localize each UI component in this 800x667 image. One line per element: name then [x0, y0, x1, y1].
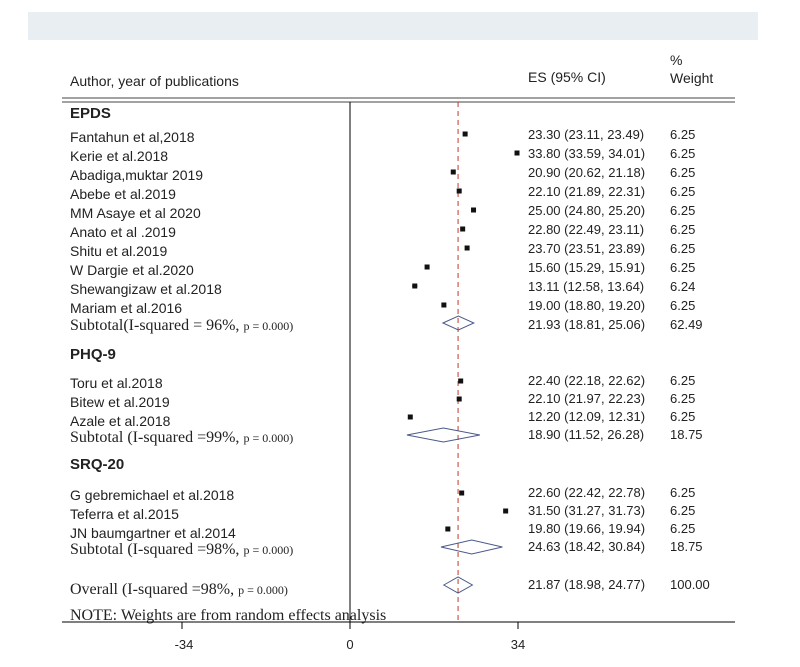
weight-value: 6.25 — [670, 203, 696, 218]
point-estimate — [514, 150, 520, 156]
weight-value: 6.25 — [670, 222, 696, 237]
es-value: 23.30 (23.11, 23.49) — [528, 127, 645, 142]
subtotal-diamond — [441, 315, 476, 331]
weight-percent-header: % — [670, 52, 683, 68]
subtotal-label: Subtotal (I-squared =98%, p = 0.000) — [70, 541, 294, 558]
es-value: 12.20 (12.09, 12.31) — [528, 409, 646, 424]
es-value: 22.10 (21.89, 22.31) — [528, 184, 646, 199]
point-estimate — [445, 526, 451, 532]
subtotal-diamond — [440, 539, 503, 555]
study-label: Bitew et al.2019 — [70, 394, 170, 410]
point-estimate — [441, 302, 447, 308]
subtotal-label: Subtotal(I-squared = 96%, p = 0.000) — [70, 317, 294, 334]
es-value: 22.40 (22.18, 22.62) — [528, 373, 646, 388]
x-tick-label: 34 — [510, 637, 526, 652]
point-estimate — [471, 207, 477, 213]
x-tick-label: -34 — [174, 637, 194, 652]
weight-value: 6.25 — [670, 391, 696, 406]
study-label: Fantahun et al,2018 — [70, 129, 195, 145]
es-value: 22.10 (21.97, 22.23) — [528, 391, 646, 406]
subtotal-weight-value: 18.75 — [670, 539, 703, 554]
footnote: NOTE: Weights are from random effects an… — [70, 607, 387, 624]
es-value: 33.80 (33.59, 34.01) — [528, 146, 646, 161]
study-label: G gebremichael et al.2018 — [70, 487, 235, 503]
overall-es-value: 21.87 (18.98, 24.77) — [528, 577, 646, 592]
study-label: Shitu et al.2019 — [70, 243, 168, 259]
weight-value: 6.25 — [670, 298, 696, 313]
subtotal-diamond — [406, 427, 480, 443]
weight-value: 6.25 — [670, 485, 696, 500]
weight-value: 6.25 — [670, 184, 696, 199]
study-label: Abadiga,muktar 2019 — [70, 167, 204, 183]
subtotal-weight-value: 62.49 — [670, 317, 703, 332]
es-value: 22.60 (22.42, 22.78) — [528, 485, 646, 500]
es-value: 15.60 (15.29, 15.91) — [528, 260, 646, 275]
author-column-header: Author, year of publications — [70, 73, 239, 89]
top-banner — [28, 12, 758, 40]
subtotal-label: Subtotal (I-squared =99%, p = 0.000) — [70, 429, 294, 446]
es-value: 13.11 (12.58, 13.64) — [528, 279, 645, 294]
es-value: 23.70 (23.51, 23.89) — [528, 241, 646, 256]
point-estimate — [407, 414, 413, 420]
weight-value: 6.25 — [670, 409, 696, 424]
weight-value: 6.25 — [670, 521, 696, 536]
study-label: Kerie et al.2018 — [70, 148, 169, 164]
es-value: 31.50 (31.27, 31.73) — [528, 503, 646, 518]
weight-column-header: Weight — [670, 70, 714, 86]
point-estimate — [459, 490, 465, 496]
point-estimate — [412, 283, 418, 289]
weight-value: 6.25 — [670, 146, 696, 161]
weight-value: 6.25 — [670, 373, 696, 388]
subtotal-weight-value: 18.75 — [670, 427, 703, 442]
weight-value: 6.25 — [670, 260, 696, 275]
point-estimate — [450, 169, 456, 175]
study-label: Toru et al.2018 — [70, 375, 163, 391]
overall-diamond — [442, 576, 474, 594]
x-tick-label: 0 — [346, 637, 354, 652]
point-estimate — [456, 188, 462, 194]
weight-value: 6.25 — [670, 165, 696, 180]
study-label: Shewangizaw et al.2018 — [70, 281, 222, 297]
weight-value: 6.24 — [670, 279, 696, 294]
weight-value: 6.25 — [670, 127, 696, 142]
group-label-srq20: SRQ-20 — [70, 456, 125, 473]
study-label: Azale et al.2018 — [70, 413, 171, 429]
es-value: 22.80 (22.49, 23.11) — [528, 222, 645, 237]
group-label-epds: EPDS — [70, 105, 111, 122]
point-estimate — [456, 396, 462, 402]
subtotal-es-value: 18.90 (11.52, 26.28) — [528, 427, 645, 442]
weight-value: 6.25 — [670, 241, 696, 256]
group-label-phq9: PHQ-9 — [70, 346, 116, 363]
study-label: Mariam et al.2016 — [70, 300, 183, 316]
study-label: JN baumgartner et al.2014 — [70, 525, 236, 541]
weight-value: 6.25 — [670, 503, 696, 518]
point-estimate — [503, 508, 509, 514]
overall-label: Overall (I-squared =98%, p = 0.000) — [70, 581, 288, 598]
subtotal-es-value: 21.93 (18.81, 25.06) — [528, 317, 646, 332]
point-estimate — [460, 226, 466, 232]
es-value: 20.90 (20.62, 21.18) — [528, 165, 646, 180]
point-estimate — [458, 378, 464, 384]
study-label: Anato et al .2019 — [70, 224, 176, 240]
point-estimate — [424, 264, 430, 270]
es-value: 19.80 (19.66, 19.94) — [528, 521, 646, 536]
overall-weight-value: 100.00 — [670, 577, 710, 592]
subtotal-es-value: 24.63 (18.42, 30.84) — [528, 539, 646, 554]
study-label: MM Asaye et al 2020 — [70, 205, 201, 221]
study-label: Teferra et al.2015 — [70, 506, 179, 522]
es-value: 19.00 (18.80, 19.20) — [528, 298, 646, 313]
study-label: W Dargie et al.2020 — [70, 262, 194, 278]
es-value: 25.00 (24.80, 25.20) — [528, 203, 646, 218]
point-estimate — [462, 131, 468, 137]
point-estimate — [464, 245, 470, 251]
es-column-header: ES (95% CI) — [528, 69, 606, 85]
study-label: Abebe et al.2019 — [70, 186, 176, 202]
